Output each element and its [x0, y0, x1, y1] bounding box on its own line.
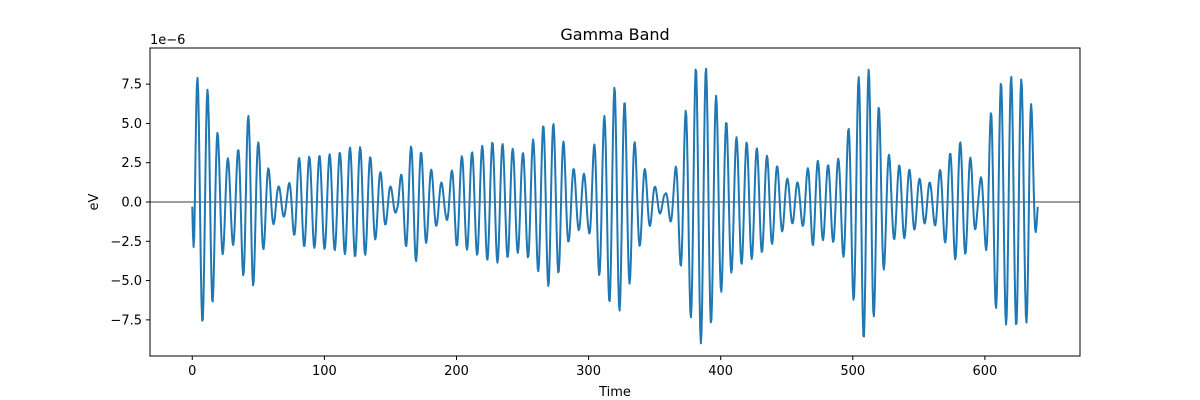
series-line-gamma: [191, 67, 1039, 345]
x-tick-label: 0: [188, 364, 196, 379]
x-axis-label: Time: [598, 385, 631, 400]
y-tick-label: 5.0: [121, 117, 142, 132]
x-axis-ticks: 0 100 200 300 400 500 600: [188, 356, 997, 379]
y-tick-label: −2.5: [110, 235, 142, 250]
x-tick-label: 600: [972, 364, 997, 379]
chart-title: Gamma Band: [560, 25, 669, 44]
y-tick-label: 0.0: [121, 196, 142, 211]
plot-frame: [149, 47, 1081, 357]
x-tick-label: 400: [708, 364, 733, 379]
y-tick-label: 2.5: [121, 156, 142, 171]
x-tick-label: 300: [576, 364, 601, 379]
y-offset-label: 1e−6: [150, 33, 185, 48]
y-axis-label: eV: [87, 193, 102, 210]
y-tick-label: −7.5: [110, 313, 142, 328]
x-tick-label: 500: [840, 364, 865, 379]
y-tick-label: −5.0: [110, 274, 142, 289]
x-tick-label: 200: [444, 364, 469, 379]
y-tick-label: 7.5: [121, 78, 142, 93]
y-axis-ticks: −7.5 −5.0 −2.5 0.0 2.5 5.0 7.5: [110, 78, 150, 328]
x-tick-label: 100: [312, 364, 337, 379]
